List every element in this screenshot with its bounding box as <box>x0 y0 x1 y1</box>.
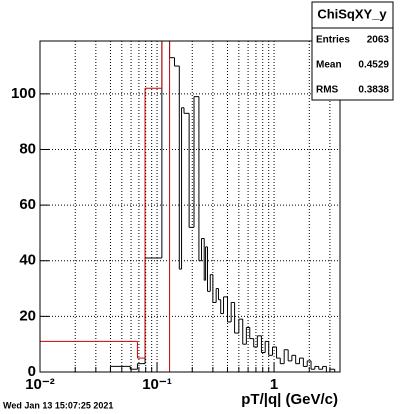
stats-label: Mean <box>316 60 342 71</box>
stats-label: Entries <box>316 35 350 46</box>
axes: 0 20 40 60 80 100 10⁻² 10⁻¹ 1 <box>11 85 331 393</box>
stats-rows: Entries 2063 Mean 0.4529 RMS 0.3838 <box>316 35 389 96</box>
timestamp: Wed Jan 13 15:07:25 2021 <box>3 400 113 410</box>
y-tick-label: 0 <box>28 363 36 380</box>
y-tick-label: 100 <box>11 85 36 102</box>
x-tick-label: 10⁻² <box>25 376 55 393</box>
x-axis-label: pT/|q| (GeV/c) <box>241 391 338 408</box>
plot-area <box>40 41 340 372</box>
x-tick-label: 1 <box>270 376 278 393</box>
stats-frame <box>311 1 394 101</box>
frame <box>39 40 341 373</box>
stats-value: 0.4529 <box>358 60 389 71</box>
stats-box: ChiSqXY_y Entries 2063 Mean 0.4529 RMS 0.3838 <box>311 1 394 101</box>
stats-value: 2063 <box>367 35 390 46</box>
stats-label: RMS <box>316 85 339 96</box>
x-tick-label: 10⁻¹ <box>142 376 172 393</box>
stats-title: ChiSqXY_y <box>317 6 387 21</box>
y-tick-label: 80 <box>19 140 36 157</box>
y-tick-label: 20 <box>19 307 36 324</box>
y-tick-label: 60 <box>19 196 36 213</box>
stats-value: 0.3838 <box>358 85 389 96</box>
y-tick-label: 40 <box>19 252 36 269</box>
grid <box>39 41 340 373</box>
